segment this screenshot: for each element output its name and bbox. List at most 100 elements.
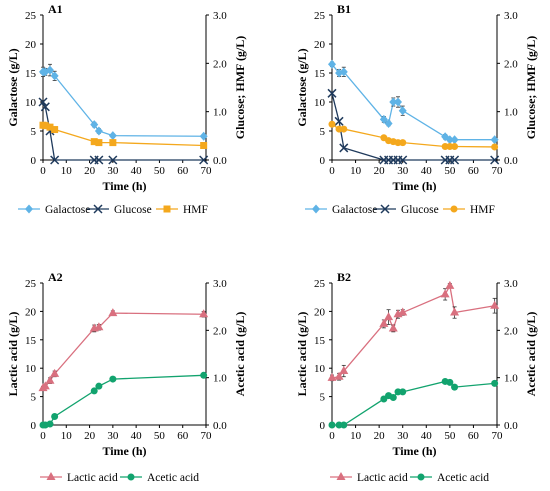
data-point (51, 126, 59, 134)
x-tick-label: 70 (201, 165, 213, 177)
data-point (399, 139, 407, 147)
data-point (200, 371, 208, 379)
data-point (339, 143, 349, 153)
y-tick-label: 20 (25, 39, 37, 51)
x-tick-label: 50 (154, 165, 166, 177)
data-point (327, 88, 337, 98)
data-point (388, 323, 398, 332)
data-point (440, 289, 450, 298)
data-point (394, 97, 402, 107)
data-point (50, 368, 60, 377)
data-point (334, 371, 344, 380)
data-point (45, 375, 55, 384)
series-glucose (327, 88, 500, 165)
y-tick-label: 25 (314, 10, 326, 22)
data-point (38, 97, 48, 107)
chart-panel-a2: A2 0 10 20 30 40 50 60 70 0 5 10 15 20 25 0.0 1.0 2.0 3.0 T… (6, 270, 247, 484)
x-tick-label: 10 (350, 430, 362, 442)
chart-panel-a1: A1 0 10 20 30 40 50 60 70 0 5 10 15 20 25 0.0 1.0 2.0 3.0 T… (6, 2, 247, 216)
data-point (46, 420, 54, 428)
data-point (200, 142, 208, 149)
y-tick-label: 5 (320, 126, 326, 138)
x-tick-label: 20 (374, 165, 386, 177)
legend-marker (93, 204, 103, 214)
series-hmf (39, 121, 208, 149)
y2-axis-title: Acetic acid (g/L) (233, 312, 247, 397)
y2-tick-label: 3.0 (213, 278, 227, 290)
data-point (90, 138, 98, 146)
data-point (328, 59, 336, 69)
x-tick-label: 30 (397, 430, 409, 442)
legend-marker (312, 204, 320, 214)
legend-label: Glucose (401, 204, 439, 216)
legend-item: Lactic acid (330, 472, 408, 484)
data-point (108, 155, 118, 165)
legend: Lactic acid Acetic acid (40, 472, 199, 484)
data-point (389, 394, 397, 402)
legend-marker (450, 205, 458, 213)
data-point (199, 155, 209, 165)
x-tick-label: 30 (397, 165, 409, 177)
y-axis-title: Galactose (g/L) (295, 48, 309, 126)
data-point (94, 322, 104, 331)
y-tick-label: 20 (25, 306, 37, 318)
y2-axis-title: Glucose; HMF (g/L) (233, 36, 247, 140)
y-tick-label: 10 (314, 363, 326, 375)
chart-panel-b1: B1 0 10 20 30 40 50 60 70 0 5 10 15 20 25 0.0 1.0 2.0 3.0 T… (295, 2, 538, 216)
x-tick-label: 70 (492, 430, 504, 442)
x-tick-label: 0 (329, 165, 335, 177)
data-point (491, 379, 499, 387)
series-line (331, 123, 495, 148)
legend-marker (417, 473, 425, 481)
y-axis-title: Lactic acid (g/L) (295, 312, 309, 397)
data-point (450, 155, 460, 165)
data-point (199, 131, 208, 141)
series-acetic-acid (39, 371, 208, 429)
data-point (451, 383, 459, 391)
series-line (331, 93, 495, 161)
data-point (450, 307, 460, 316)
panel-label: B2 (337, 270, 351, 284)
series-line (43, 69, 204, 137)
y2-tick-label: 3.0 (504, 10, 518, 22)
data-point (490, 300, 500, 309)
data-point (398, 106, 407, 116)
x-tick-label: 40 (131, 165, 143, 177)
x-tick-label: 30 (107, 165, 119, 177)
y2-tick-label: 0.0 (213, 420, 227, 432)
data-point (199, 309, 209, 318)
x-tick-label: 70 (201, 430, 213, 442)
y2-axis-title: Glucose; HMF (g/L) (524, 36, 538, 140)
data-point (334, 116, 344, 126)
series-hmf (328, 120, 499, 151)
data-point (399, 388, 407, 396)
series-glucose (38, 97, 209, 165)
data-point (339, 67, 348, 77)
data-point (109, 375, 117, 383)
legend: Galactose Glucose HMF (305, 204, 495, 216)
y2-tick-label: 2.0 (213, 325, 227, 337)
x-tick-label: 60 (177, 430, 189, 442)
x-tick-label: 0 (40, 430, 46, 442)
series-lactic-acid (38, 308, 209, 392)
legend: Galactose Glucose HMF (18, 204, 208, 216)
series-galactose (39, 63, 208, 141)
y2-axis-title: Acetic acid (g/L) (524, 312, 538, 397)
y-axis-title: Lactic acid (g/L) (6, 312, 20, 397)
y2-tick-label: 3.0 (213, 10, 227, 22)
data-point (95, 139, 103, 147)
series-line (332, 380, 495, 426)
y-tick-label: 25 (25, 10, 37, 22)
data-point (445, 135, 454, 145)
data-point (90, 120, 99, 130)
x-tick-label: 50 (444, 430, 456, 442)
legend-item: Galactose (305, 204, 377, 216)
legend-label: Lactic acid (357, 472, 408, 484)
y2-tick-label: 0.0 (213, 155, 227, 167)
x-tick-label: 60 (468, 165, 480, 177)
y-tick-label: 0 (320, 420, 326, 432)
data-point (490, 155, 500, 165)
data-point (398, 155, 408, 165)
data-point (50, 71, 59, 81)
data-point (50, 155, 60, 165)
